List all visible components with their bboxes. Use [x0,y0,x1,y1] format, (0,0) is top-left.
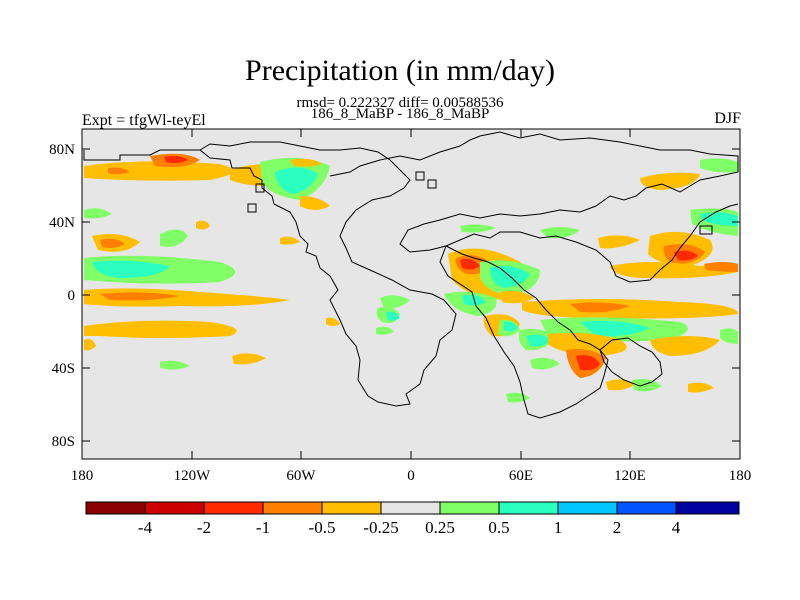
anomaly-patch [688,382,714,393]
anomaly-patch [720,328,738,344]
anomaly-patch [164,156,188,164]
colorbar-label: -0.25 [363,518,398,537]
anomaly-patch [526,334,552,347]
anomaly-patch [490,266,530,288]
colorbar-label: 4 [672,518,681,537]
anomaly-patch [160,360,190,370]
colorbar-box [144,501,205,515]
lon-label: 60W [286,468,316,484]
anomaly-patch [376,326,394,335]
coastlines [83,131,739,419]
lat-labels: 80N 40N 0 40S 80S [49,142,75,450]
colorbar-box [380,501,441,515]
anomaly-patch [100,238,125,248]
anomaly-patch [576,355,600,371]
colorbar-label: -2 [197,518,211,537]
colorbar-box [675,501,740,515]
anomaly-patch [704,262,738,272]
anomaly-patch [92,260,170,278]
anomaly-patch [300,196,330,210]
colorbar-labels: -4 -2 -1 -0.5 -0.25 0.25 0.5 1 2 4 [138,518,681,537]
anomaly-patch [108,167,130,175]
colorbar [85,501,740,515]
rmsd-diff-stats: rmsd= 0.222327 diff= 0.00588536 [296,95,504,111]
experiment-name: 186_8_MaBP - 186_8_MaBP [310,106,490,122]
colorbar-box [498,501,559,515]
colorbar-label: -4 [138,518,153,537]
anomaly-patch [700,158,738,173]
anomaly-patch [598,235,640,249]
colorbar-label: 1 [554,518,563,537]
lon-label: 120W [174,468,212,484]
colorbar-label: -0.5 [309,518,336,537]
lon-label: 60E [509,468,533,484]
colorbar-box [262,501,323,515]
anomaly-patch [280,236,300,245]
season-label: DJF [714,110,741,127]
anomaly-patch [84,320,237,338]
colorbar-box [203,501,264,515]
anomaly-patch [530,357,560,370]
colorbar-label: -1 [256,518,270,537]
colorbar-label: 0.25 [425,518,455,537]
anomaly-patch [160,229,188,247]
anomaly-patch [386,311,400,321]
anomaly-patch [674,250,698,261]
anomaly-patch [84,161,233,181]
coastline-greenland [329,131,739,283]
lat-label: 0 [68,288,76,304]
anomaly-patch [232,353,266,365]
lat-label: 80S [52,434,75,450]
anomaly-patch [196,220,210,230]
colorbar-box [85,501,146,515]
lon-axis [81,129,741,459]
lon-label: 180 [729,468,752,484]
anomaly-patch [500,290,534,304]
coastline-island [415,171,425,181]
anomaly-patch [275,167,318,194]
anomaly-patch [540,227,580,239]
anomaly-patch [380,295,410,309]
coastline-island [247,203,257,213]
coastline-island [427,179,437,189]
lon-label: 180 [71,468,94,484]
lon-label: 0 [407,468,415,484]
colorbar-box [439,501,500,515]
anomaly-patch [290,158,322,167]
anomaly-patch [84,338,96,351]
precip-anomaly-fields [84,153,738,403]
anomaly-patch [504,321,518,332]
anomaly-patch [460,258,480,270]
colorbar-box [616,501,677,515]
anomaly-patch [84,208,112,219]
anomaly-patch [570,302,630,313]
anomaly-patch [650,336,720,356]
expt-label: Expt = tfgWl-teyEl [82,112,206,129]
colorbar-label: 0.5 [488,518,509,537]
coastline-australia [599,337,663,387]
coastline-island [699,225,713,235]
anomaly-patch [580,320,650,337]
lon-labels: 180 120W 60W 0 60E 120E 180 [71,468,752,484]
lat-axis [82,148,740,442]
coastline-island [255,183,265,193]
plot-title: Precipitation (in mm/day) [245,54,555,87]
lon-label: 120E [614,468,646,484]
colorbar-box [321,501,382,515]
anomaly-patch [100,292,180,301]
coastline-americas [83,141,457,407]
lat-label: 80N [49,142,75,158]
anomaly-patch [460,224,496,233]
colorbar-label: 2 [613,518,622,537]
anomaly-patch [632,378,662,392]
coastline-africa [439,245,609,419]
anomaly-patch [326,317,340,326]
lat-label: 40S [52,361,75,377]
colorbar-box [557,501,618,515]
lat-label: 40N [49,215,75,231]
